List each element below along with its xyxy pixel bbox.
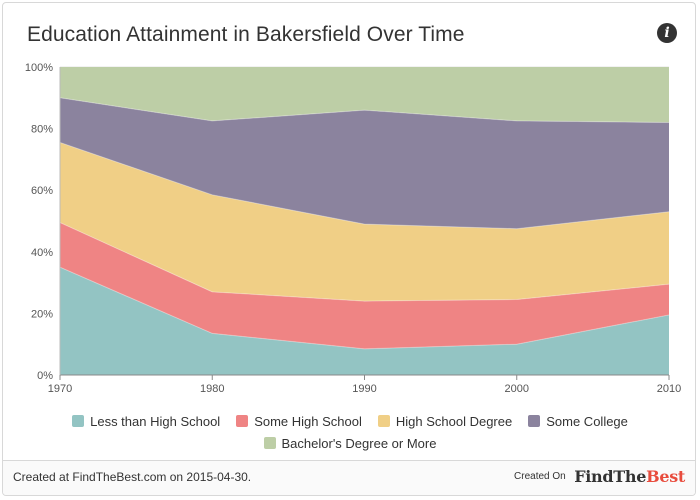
logo-text-part1: FindThe	[574, 467, 647, 486]
findthebest-logo[interactable]: FindTheBest	[574, 467, 685, 486]
legend-row: Less than High School Some High School Hig…	[3, 411, 695, 433]
area-series-some-college[interactable]	[60, 97, 669, 229]
x-tick-label: 2010	[657, 383, 681, 395]
legend-item[interactable]: Bachelor's Degree or More	[263, 433, 437, 455]
legend-label: Less than High School	[90, 414, 221, 429]
legend-label: Bachelor's Degree or More	[281, 436, 437, 451]
y-tick-label: 80%	[31, 124, 53, 136]
info-icon[interactable]: i	[657, 23, 677, 43]
legend-label: High School Degree	[395, 414, 513, 429]
series-boundary-line	[59, 266, 670, 350]
legend-swatch	[236, 415, 249, 427]
legend-swatch	[528, 415, 541, 427]
chart-title: Education Attainment in Bakersfield Over…	[27, 23, 465, 46]
created-date-text: Created at FindTheBest.com on 2015-04-30…	[13, 470, 252, 484]
area-series-high-school-degree[interactable]	[60, 142, 669, 302]
y-tick-label: 0%	[37, 370, 53, 382]
series-boundary-line	[59, 222, 670, 302]
legend-item[interactable]: Less than High School	[72, 411, 220, 433]
area-series-some-high-school[interactable]	[60, 222, 669, 349]
legend-item[interactable]: High School Degree	[377, 411, 513, 433]
area-series-less-than-high-school[interactable]	[60, 267, 669, 375]
area-series-group	[59, 67, 670, 375]
tick-labels: 0% 20% 40% 60% 80% 100% 1970 1980 1990 2000 2010	[25, 62, 681, 395]
y-tick-label: 20%	[31, 308, 53, 320]
legend-label: Some High School	[254, 414, 362, 429]
legend-label: Some College	[546, 414, 628, 429]
footer: Created at FindTheBest.com on 2015-04-30…	[3, 460, 695, 495]
chart-card: Education Attainment in Bakersfield Over…	[2, 2, 696, 496]
area-series-bachelor-s-degree-or-more[interactable]	[60, 67, 669, 123]
created-on-label: Created On	[514, 471, 566, 482]
y-tick-label: 60%	[31, 185, 53, 197]
chart-plot: 0% 20% 40% 60% 80% 100% 1970 1980 1990 2000 2010	[25, 62, 681, 395]
legend-item[interactable]: Some High School	[236, 411, 362, 433]
legend-row: Bachelor's Degree or More	[3, 433, 695, 455]
x-tick-label: 2000	[505, 383, 529, 395]
series-boundary-line	[59, 97, 670, 123]
legend-swatch	[72, 415, 85, 427]
legend-swatch	[263, 437, 276, 449]
y-tick-label: 40%	[31, 247, 53, 259]
axes	[59, 67, 670, 380]
legend-swatch	[377, 415, 390, 427]
legend: Less than High School Some High School Hig…	[3, 411, 695, 455]
legend-item[interactable]: Some College	[528, 411, 628, 433]
y-tick-label: 100%	[25, 62, 53, 74]
series-boundary-line	[59, 141, 670, 230]
x-tick-label: 1970	[48, 383, 72, 395]
x-tick-label: 1980	[200, 383, 224, 395]
brand-block: Created On FindTheBest	[514, 467, 685, 486]
logo-text-part2: Best	[646, 467, 685, 486]
x-tick-label: 1990	[352, 383, 376, 395]
